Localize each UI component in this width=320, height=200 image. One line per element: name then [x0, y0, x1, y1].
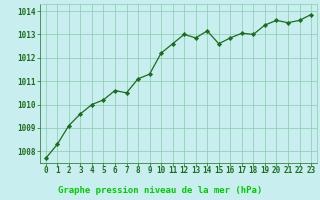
Text: Graphe pression niveau de la mer (hPa): Graphe pression niveau de la mer (hPa) — [58, 186, 262, 195]
